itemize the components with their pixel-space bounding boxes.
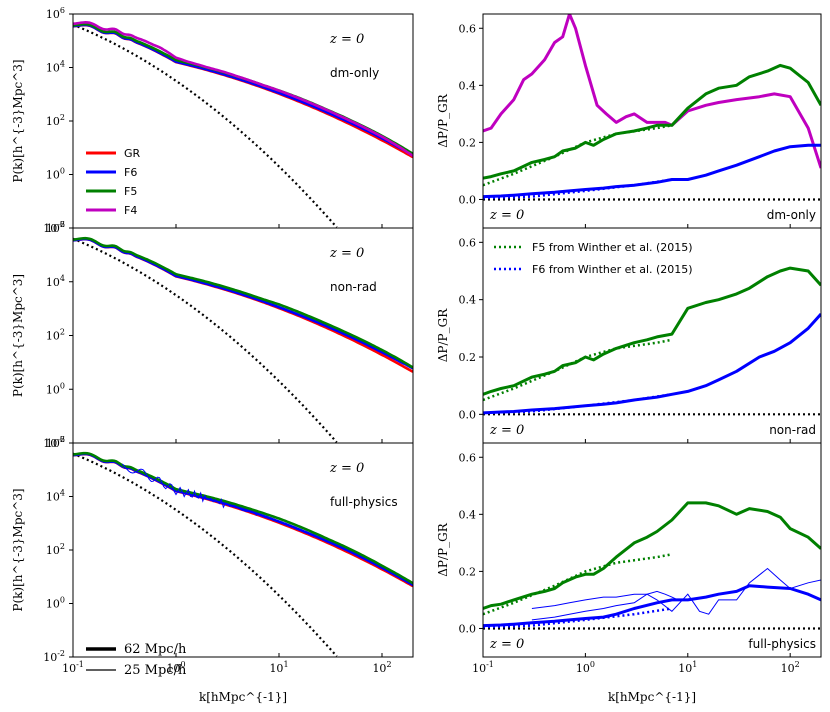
right-y-tick-label: 0.0 xyxy=(459,193,477,206)
ratio-curve-f5_25 xyxy=(531,590,679,609)
right-y-axis-title: ΔP/P_GR xyxy=(436,522,450,576)
model-legend: GR F6 F5 F4 xyxy=(86,147,141,217)
right-run-label: full-physics xyxy=(748,637,816,651)
ratio-curve-f6 xyxy=(483,143,821,199)
winther-legend: F5 from Winther et al. (2015) F6 from Wi… xyxy=(494,241,693,276)
power-curve-f5 xyxy=(72,451,414,585)
ratio-plot-area xyxy=(483,501,821,630)
box-size-legend: 62 Mpc/h 25 Mpc/h xyxy=(86,642,187,678)
left-y-tick-label: 102 xyxy=(46,328,65,343)
ratio-curve-f6_25 xyxy=(531,567,821,621)
left-y-tick-label: 104 xyxy=(46,489,65,504)
left-y-axis-title: P(k)[h^{-3}Mpc^3] xyxy=(11,59,25,182)
winther-curve-f5 xyxy=(483,338,673,402)
power-curve-f4 xyxy=(72,20,414,157)
right-y-tick-label: 0.6 xyxy=(459,22,477,35)
ratio-panel-dm-only: 0.0 0.2 0.4 0.6 z = 0 dm-only ΔP/P_GR xyxy=(436,13,822,229)
left-run-label: non-rad xyxy=(330,280,377,294)
right-y-tick-label: 0.2 xyxy=(459,565,477,578)
left-run-label: full-physics xyxy=(330,495,398,509)
right-y-tick-label: 0.2 xyxy=(459,136,477,149)
left-y-tick-label: 102 xyxy=(46,113,65,128)
right-z-label: z = 0 xyxy=(489,208,524,223)
legend-label-62: 62 Mpc/h xyxy=(124,642,187,657)
left-z-label: z = 0 xyxy=(329,32,364,47)
right-y-tick-label: 0.0 xyxy=(459,408,477,421)
power-curve-f5 xyxy=(72,236,414,369)
right-y-axis-title: ΔP/P_GR xyxy=(436,308,450,362)
linear-theory-curve xyxy=(72,23,338,229)
right-x-axis-title: k[hMpc^{-1}] xyxy=(608,690,696,704)
winther-curve-f5 xyxy=(483,553,673,616)
right-panel-frame xyxy=(482,442,822,658)
legend-label-f5: F5 xyxy=(124,185,137,198)
left-y-tick-label: 106 xyxy=(46,220,65,235)
power-curve-f6-25 xyxy=(122,463,270,520)
right-y-tick-label: 0.4 xyxy=(459,294,477,307)
legend-label-gr: GR xyxy=(124,147,141,160)
left-run-label: dm-only xyxy=(330,66,379,80)
ratio-plot-area xyxy=(483,266,821,416)
legend-label-winther-f6: F6 from Winther et al. (2015) xyxy=(532,263,693,276)
right-y-tick-label: 0.4 xyxy=(459,508,477,521)
left-y-axis-title: P(k)[h^{-3}Mpc^3] xyxy=(11,274,25,397)
right-x-tick-label: 102 xyxy=(781,660,800,675)
legend-label-25: 25 Mpc/h xyxy=(124,663,187,678)
right-x-tick-label: 100 xyxy=(576,660,595,675)
right-y-tick-label: 0.4 xyxy=(459,79,477,92)
left-x-axis-title: k[hMpc^{-1}] xyxy=(199,690,287,704)
left-x-tick-label: 101 xyxy=(269,660,288,675)
left-x-tick-label: 10-1 xyxy=(62,660,84,675)
left-y-axis-title: P(k)[h^{-3}Mpc^3] xyxy=(11,488,25,611)
left-y-tick-label: 104 xyxy=(46,60,65,75)
left-y-tick-label: 104 xyxy=(46,274,65,289)
right-y-tick-label: 0.6 xyxy=(459,451,477,464)
right-y-tick-label: 0.0 xyxy=(459,622,477,635)
right-z-label: z = 0 xyxy=(489,423,524,438)
ratio-curve-f4 xyxy=(483,14,821,169)
right-run-label: non-rad xyxy=(769,423,816,437)
ratio-plot-area xyxy=(483,14,821,201)
left-y-tick-label: 102 xyxy=(46,542,65,557)
left-y-tick-label: 100 xyxy=(46,167,65,182)
left-z-label: z = 0 xyxy=(329,246,364,261)
ratio-panel-full-physics: 0.0 0.2 0.4 0.6 10-1 100 101 102 z = 0 full-physi… xyxy=(436,442,822,675)
right-x-tick-label: 101 xyxy=(678,660,697,675)
legend-label-f4: F4 xyxy=(124,204,137,217)
left-y-tick-label: 100 xyxy=(46,381,65,396)
right-y-axis-title: ΔP/P_GR xyxy=(436,93,450,147)
right-y-tick-label: 0.2 xyxy=(459,351,477,364)
legend-label-winther-f5: F5 from Winther et al. (2015) xyxy=(532,241,693,254)
ratio-curve-f6 xyxy=(483,312,821,415)
ratio-curve-f5 xyxy=(483,266,821,396)
right-z-label: z = 0 xyxy=(489,637,524,652)
left-y-tick-label: 100 xyxy=(46,596,65,611)
left-y-tick-label: 106 xyxy=(46,6,65,21)
left-z-label: z = 0 xyxy=(329,461,364,476)
winther-curve-f5 xyxy=(483,124,673,187)
ratio-curve-f5 xyxy=(483,501,821,610)
left-y-tick-label: 106 xyxy=(46,435,65,450)
legend-label-f6: F6 xyxy=(124,166,137,179)
right-run-label: dm-only xyxy=(767,208,816,222)
linear-theory-curve xyxy=(72,237,338,444)
ratio-panel-non-rad: 0.0 0.2 0.4 0.6 z = 0 non-rad ΔP/P_GR xyxy=(436,227,822,444)
right-y-tick-label: 0.6 xyxy=(459,236,477,249)
left-x-tick-label: 102 xyxy=(372,660,391,675)
ratio-curve-f6 xyxy=(483,584,821,628)
right-x-tick-label: 10-1 xyxy=(472,660,494,675)
linear-theory-curve xyxy=(72,452,338,658)
